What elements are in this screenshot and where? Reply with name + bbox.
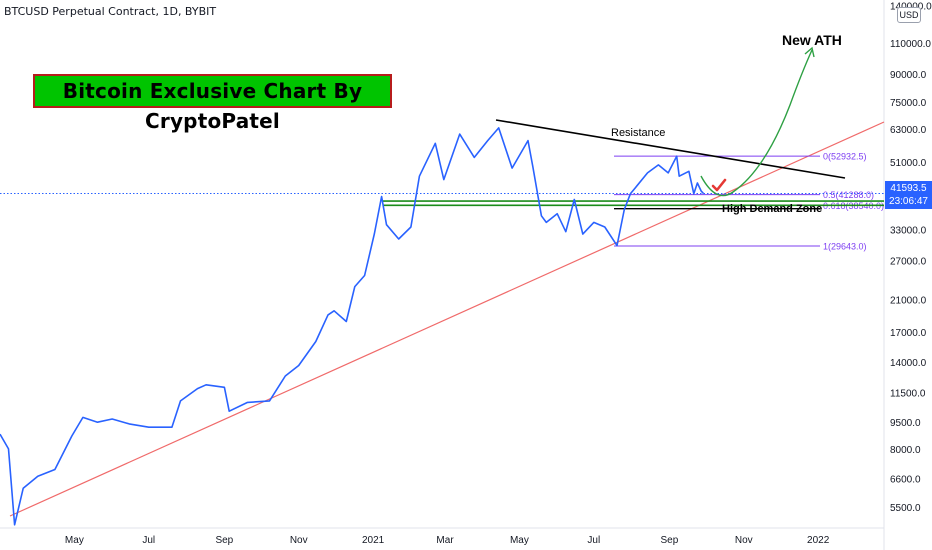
y-tick-label: 63000.0	[890, 125, 927, 136]
x-tick-label: Nov	[290, 535, 308, 546]
y-tick-label: 5500.0	[890, 503, 921, 514]
currency-button[interactable]: USD	[897, 7, 921, 23]
price-series-line	[0, 127, 705, 526]
x-tick-label: Nov	[735, 535, 753, 546]
new-ath-label: New ATH	[782, 32, 842, 48]
resistance-label: Resistance	[611, 127, 665, 139]
y-tick-label: 33000.0	[890, 225, 927, 236]
y-tick-label: 75000.0	[890, 98, 927, 109]
resistance-trendline	[495, 119, 846, 179]
demand-zone-label: High Demand Zone	[722, 203, 822, 215]
fib-level-label: 0.5(41288.0)	[823, 190, 874, 200]
y-tick-label: 51000.0	[890, 158, 927, 169]
x-tick-label: May	[510, 535, 529, 546]
x-tick-label: 2021	[362, 535, 385, 546]
last-price-value: 41593.5	[890, 183, 927, 194]
projection-arrowhead	[804, 46, 815, 58]
fib-level-label: 1(29643.0)	[823, 241, 867, 251]
support-trendline	[9, 121, 885, 517]
last-price-tag: 41593.5 23:06:47	[885, 181, 932, 209]
y-tick-label: 9500.0	[890, 418, 921, 429]
projection-curve	[700, 49, 813, 197]
x-tick-label: 2022	[807, 535, 830, 546]
x-tick-label: Mar	[436, 535, 454, 546]
y-tick-label: 110000.0	[890, 39, 931, 50]
y-tick-label: 90000.0	[890, 70, 927, 81]
check-mark-icon	[711, 178, 727, 192]
y-tick-label: 11500.0	[890, 389, 926, 400]
y-tick-label: 14000.0	[890, 358, 927, 369]
y-tick-label: 21000.0	[890, 295, 927, 306]
y-tick-label: 140000.0	[890, 1, 932, 12]
fib-level-label: 0(52932.5)	[823, 152, 867, 162]
y-tick-label: 17000.0	[890, 328, 927, 339]
y-tick-label: 6600.0	[890, 475, 921, 486]
y-tick-label: 27000.0	[890, 256, 927, 267]
y-tick-label: 8000.0	[890, 445, 921, 456]
countdown-timer: 23:06:47	[889, 196, 928, 207]
symbol-header: BTCUSD Perpetual Contract, 1D, BYBIT	[4, 5, 217, 18]
title-banner: Bitcoin Exclusive Chart By CryptoPatel	[33, 74, 392, 133]
x-tick-label: Sep	[661, 535, 679, 546]
x-tick-label: May	[65, 535, 84, 546]
x-tick-label: Jul	[587, 535, 600, 546]
x-tick-label: Sep	[215, 535, 233, 546]
x-tick-label: Jul	[142, 535, 155, 546]
